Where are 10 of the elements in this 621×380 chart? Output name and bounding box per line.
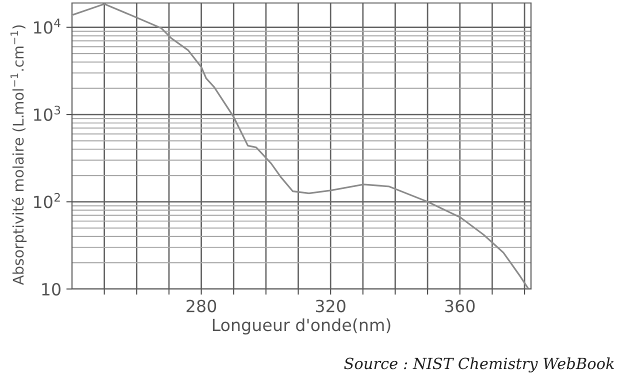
- y-tick-label: 10$^{4}$: [34, 18, 60, 34]
- y-tick-label: 10: [42, 282, 60, 296]
- y-tick-label: 10$^{2}$: [34, 192, 60, 208]
- source-note: Source : NIST Chemistry WebBook: [344, 357, 614, 372]
- x-tick-label: 320: [316, 300, 346, 312]
- y-tick-label: 10$^{3}$: [34, 106, 60, 121]
- x-axis-title: Longueur d'onde(nm): [212, 318, 390, 334]
- y-axis-title: Absorptivité molaire (L.mol$^{−1}$.cm$^{−1}$): [10, 25, 27, 285]
- x-tick-label: 360: [445, 300, 475, 312]
- x-tick-label: 280: [186, 300, 216, 312]
